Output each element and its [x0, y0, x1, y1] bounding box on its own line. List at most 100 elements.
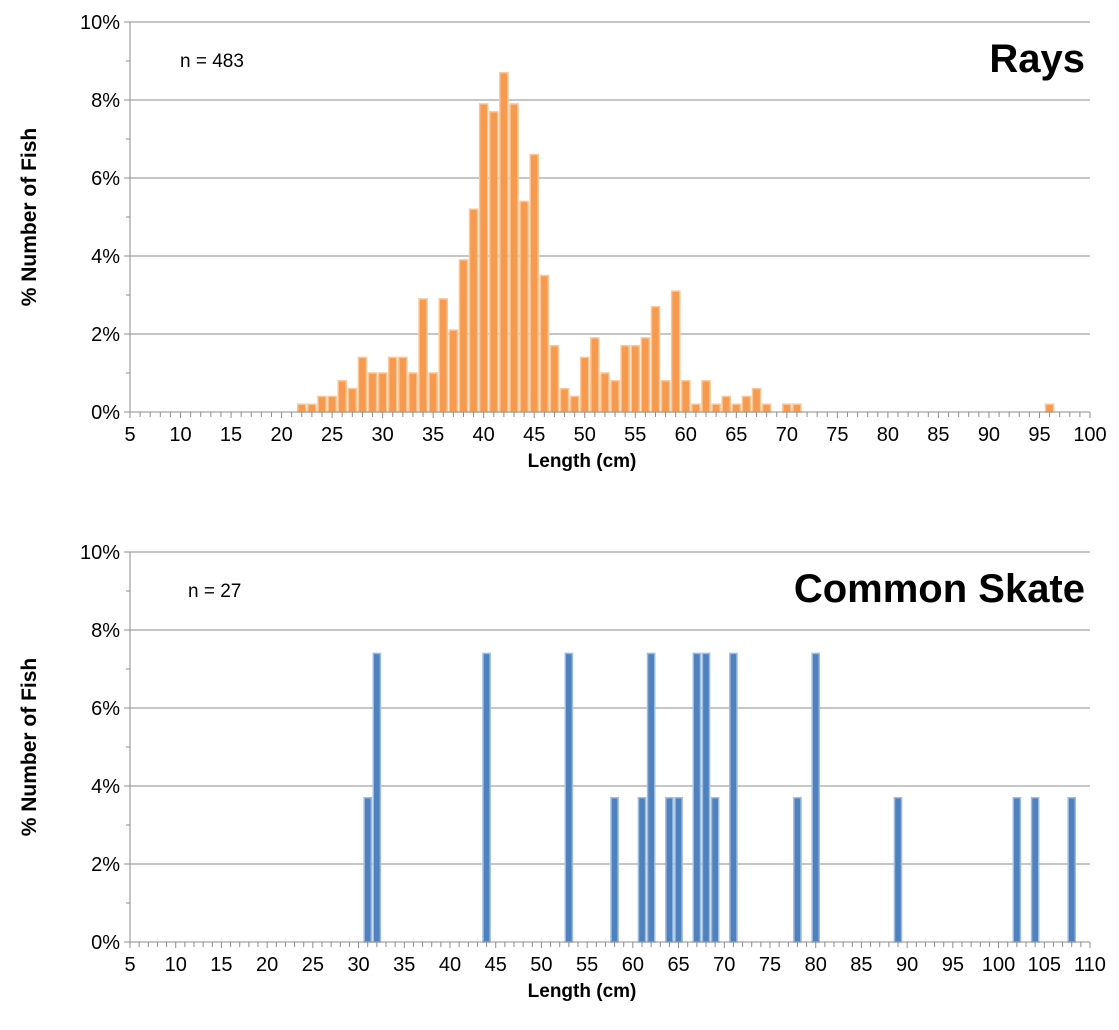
bar [792, 403, 802, 413]
bar [600, 372, 610, 413]
bar [564, 652, 574, 943]
x-tick-label: 50 [530, 954, 552, 976]
x-tick-label: 100 [982, 954, 1015, 976]
x-tick-label: 20 [270, 424, 292, 446]
bar [499, 71, 509, 413]
x-axis-label: Length (cm) [528, 451, 637, 472]
rays-chart: 0% 2% 4% 6% 8% 10% 5 10 15 20 25 30 35 40 45 50 55 60 65 70… [18, 12, 1107, 472]
bar [670, 290, 681, 413]
bar [637, 796, 647, 943]
bar [680, 380, 691, 413]
rays-chart-panel: 0% 2% 4% 6% 8% 10% 5 10 15 20 25 30 35 40 45 50 55 60 65 70… [0, 0, 1119, 500]
y-axis-label: % Number of Fish [18, 128, 41, 307]
bar [482, 652, 491, 943]
bar [408, 372, 418, 413]
bar [529, 153, 540, 413]
x-tick-label: 55 [624, 424, 646, 446]
y-tick-label: 8% [91, 620, 120, 642]
x-tick-label: 65 [725, 424, 747, 446]
x-tick-label: 90 [978, 424, 1000, 446]
bar [1044, 403, 1055, 413]
bar [620, 344, 630, 413]
common-skate-chart: 0% 2% 4% 6% 8% 10% 5 10 15 20 25 30 35 40 45 50 55 60 65 70… [18, 542, 1106, 1002]
x-tick-label: 105 [1028, 954, 1061, 976]
bar [398, 356, 408, 413]
bar [674, 796, 683, 943]
x-tick-label: 5 [124, 424, 135, 446]
x-tick-label: 50 [574, 424, 596, 446]
x-tick-label: 100 [1073, 424, 1106, 446]
x-tick-label: 55 [576, 954, 598, 976]
bar [793, 796, 802, 943]
bar [893, 796, 903, 943]
x-tick-label: 75 [759, 954, 781, 976]
bar [692, 652, 702, 943]
bar [1030, 796, 1040, 943]
bar [610, 796, 619, 943]
x-tick-label: 85 [850, 954, 872, 976]
bar [438, 298, 449, 413]
bar [307, 403, 317, 413]
bar [559, 387, 570, 413]
y-tick-label: 6% [91, 168, 120, 190]
bar [590, 337, 600, 413]
bar [347, 387, 358, 413]
y-tick-label: 10% [80, 542, 120, 564]
x-tick-label: 90 [896, 954, 918, 976]
y-tick-label: 0% [91, 402, 120, 424]
bar [741, 395, 752, 413]
x-tick-label: 70 [776, 424, 798, 446]
bar [509, 103, 519, 413]
y-tick-label: 2% [91, 324, 120, 346]
bar [811, 652, 821, 943]
x-tick-label: 10 [169, 424, 191, 446]
bar [1012, 796, 1022, 943]
bar [488, 110, 499, 413]
x-tick-label: 25 [302, 954, 324, 976]
x-tick-label: 75 [826, 424, 848, 446]
x-tick-label: 5 [124, 954, 135, 976]
bar [448, 329, 459, 413]
sample-size-annotation: n = 27 [188, 581, 241, 602]
y-tick-label: 4% [91, 776, 120, 798]
bar [1067, 796, 1077, 943]
x-tick-label: 110 [1074, 954, 1106, 976]
bar [387, 356, 398, 413]
y-tick-label: 6% [91, 698, 120, 720]
bar [428, 372, 438, 413]
common-skate-chart-panel: 0% 2% 4% 6% 8% 10% 5 10 15 20 25 30 35 40 45 50 55 60 65 70… [0, 530, 1119, 1030]
bar [549, 344, 560, 413]
chart-title: Rays [989, 37, 1085, 81]
x-tick-label: 25 [321, 424, 343, 446]
x-tick-label: 60 [675, 424, 697, 446]
bar [640, 337, 651, 413]
y-tick-label: 10% [80, 12, 120, 34]
x-tick-label: 35 [422, 424, 444, 446]
bar [610, 380, 620, 413]
bar [710, 796, 720, 943]
y-tick-label: 0% [91, 932, 120, 954]
x-tick-label: 45 [523, 424, 545, 446]
bar [731, 403, 742, 413]
bar [519, 200, 529, 413]
bar [701, 380, 711, 413]
bar [691, 403, 701, 413]
bar [418, 298, 428, 413]
bar [660, 380, 671, 413]
x-tick-label: 80 [805, 954, 827, 976]
bar [751, 387, 762, 413]
bar [357, 356, 368, 413]
x-tick-label: 35 [393, 954, 415, 976]
bar [296, 403, 307, 413]
bar [761, 403, 772, 413]
x-tick-label: 15 [220, 424, 242, 446]
bar [579, 356, 590, 413]
x-tick-label: 40 [473, 424, 495, 446]
y-tick-label: 2% [91, 854, 120, 876]
bar [650, 305, 661, 413]
y-tick-label: 4% [91, 246, 120, 268]
x-tick-label: 65 [667, 954, 689, 976]
chart-title: Common Skate [794, 567, 1085, 611]
bar [367, 372, 378, 413]
bar [711, 403, 721, 413]
